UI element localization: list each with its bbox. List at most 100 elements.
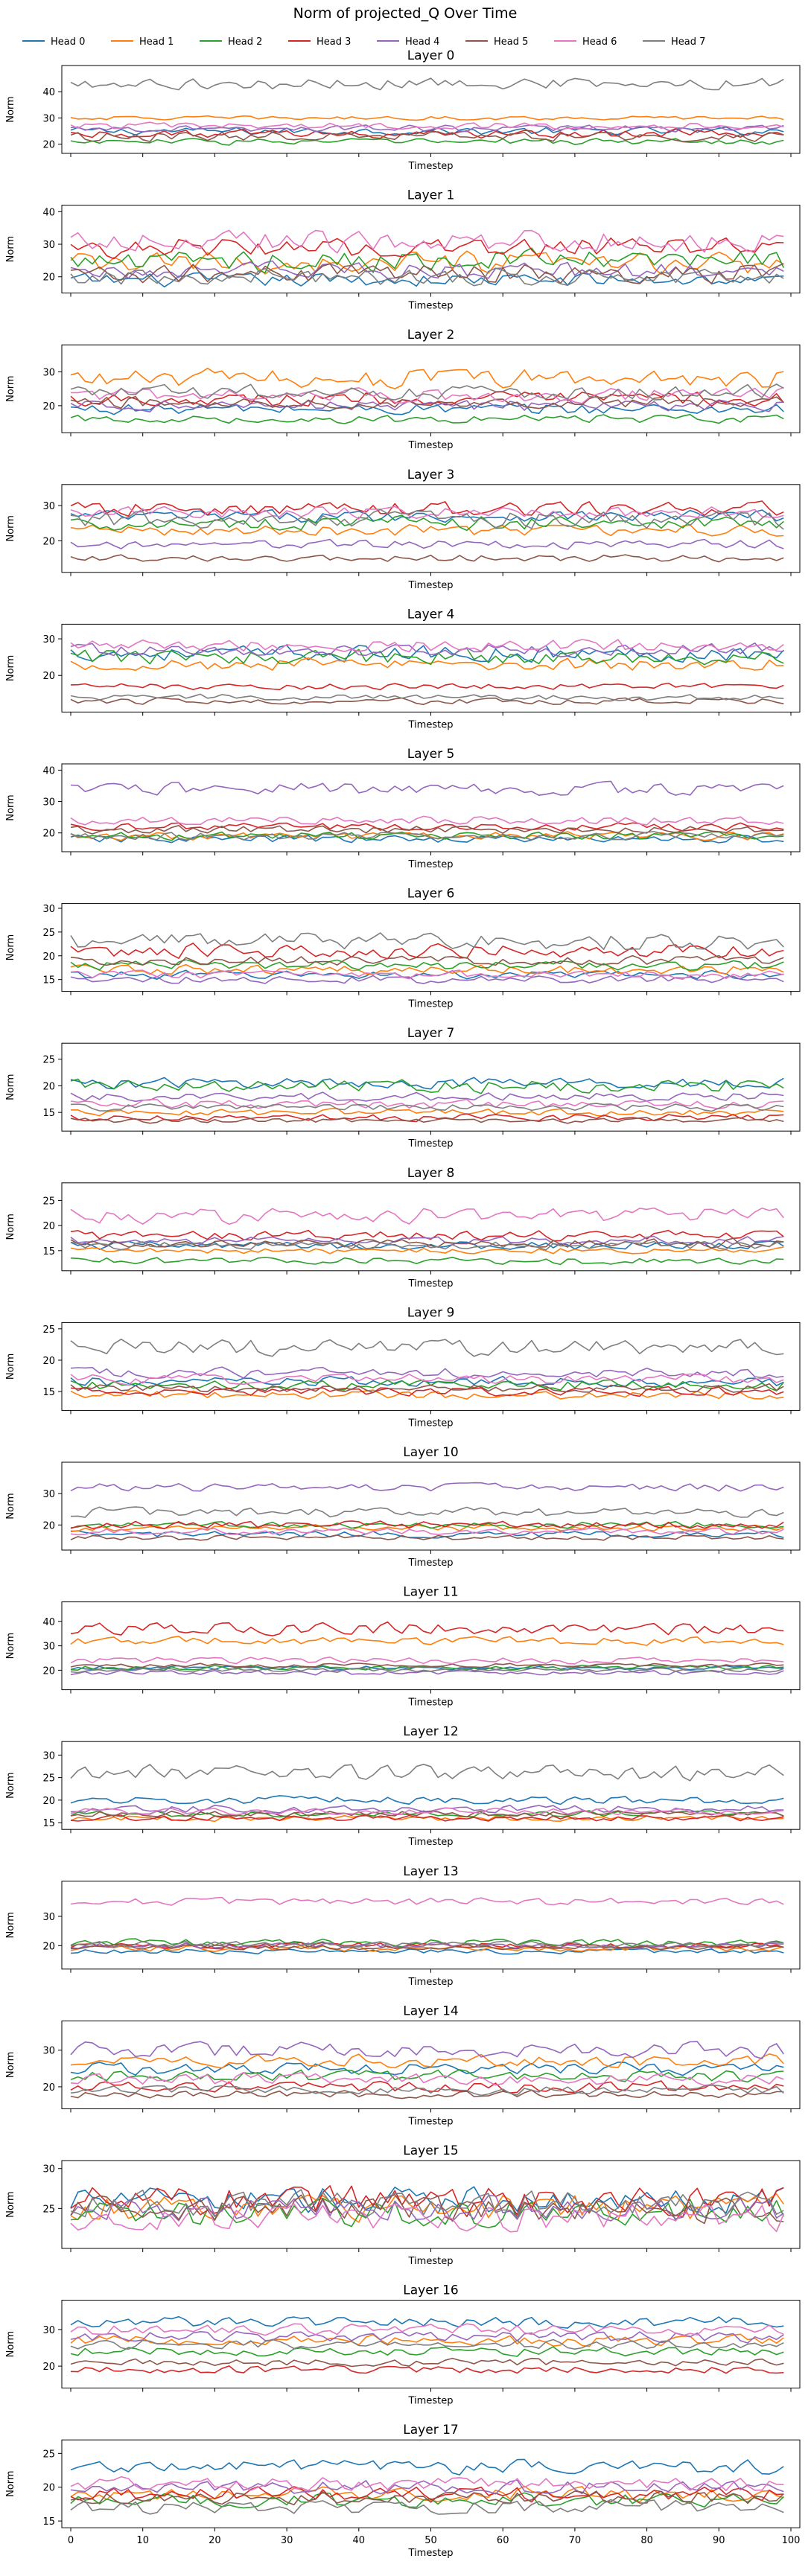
legend-entry: Head 3	[288, 36, 351, 48]
series-line-head-4	[70, 1482, 784, 1492]
legend-entry: Head 4	[377, 36, 439, 48]
series-group	[70, 780, 784, 844]
series-line-head-5	[70, 2193, 784, 2225]
series-line-head-3	[70, 822, 784, 832]
y-tick-label: 15	[42, 1387, 55, 1398]
x-axis-label: Timestep	[408, 859, 454, 870]
series-line-head-6	[70, 506, 784, 520]
series-line-head-7	[70, 2339, 784, 2350]
y-tick-label: 20	[42, 272, 55, 284]
series-line-head-3	[70, 682, 784, 691]
series-line-head-6	[70, 1098, 784, 1110]
legend-entry: Head 0	[22, 36, 85, 48]
layer-panel: Layer 14 20 30 Timestep Norm	[5, 2003, 801, 2127]
series-line-head-7	[70, 932, 784, 951]
layer-panel: Layer 11 20 30 40 Timestep Norm	[5, 1585, 801, 1709]
panel-title: Layer 11	[403, 1585, 458, 1600]
series-line-head-1	[70, 1389, 784, 1400]
y-tick-label: 20	[42, 1941, 55, 1952]
y-tick-label: 20	[42, 671, 55, 682]
series-line-head-6	[70, 1527, 784, 1536]
y-tick-label: 40	[42, 1617, 55, 1628]
axes-frame	[61, 1182, 801, 1272]
panel-title: Layer 14	[403, 2003, 458, 2018]
y-tick-label: 20	[42, 1356, 55, 1367]
layer-panel: Layer 8 15 20 25 Timestep Norm	[5, 1166, 801, 1289]
series-group	[70, 229, 785, 288]
series-line-head-5	[70, 1810, 784, 1818]
series-line-head-5	[70, 2089, 784, 2100]
series-group	[70, 1896, 784, 1955]
y-tick-label: 20	[42, 401, 55, 412]
series-line-head-7	[70, 693, 784, 701]
series-group	[70, 77, 784, 146]
y-axis-label: Norm	[5, 2331, 16, 2357]
series-line-head-5	[70, 825, 784, 835]
y-tick-label: 30	[42, 1912, 55, 1923]
layer-panel: Layer 17 15 20 25 0 10 20 30 40 50 60 70 80 90 100 Time…	[5, 2423, 801, 2559]
series-group	[70, 932, 784, 984]
axes-frame	[61, 1881, 801, 1970]
series-line-head-6	[70, 2475, 784, 2491]
y-tick-label: 30	[42, 501, 55, 512]
y-tick-label: 30	[42, 368, 55, 379]
legend-entry: Head 7	[643, 36, 705, 48]
x-axis-label: Timestep	[408, 1977, 454, 1988]
series-line-head-7	[70, 1667, 784, 1674]
series-line-head-0	[70, 2062, 784, 2076]
y-tick-label: 20	[42, 1081, 55, 1092]
series-line-head-2	[70, 138, 784, 146]
x-tick-label: 90	[713, 2535, 725, 2546]
series-line-head-3	[70, 128, 784, 139]
legend-entry: Head 6	[554, 36, 617, 48]
y-axis-label: Norm	[5, 2470, 16, 2496]
x-axis-label: Timestep	[408, 1837, 454, 1848]
series-line-head-7	[70, 1240, 784, 1251]
x-tick-label: 0	[68, 2535, 74, 2546]
panel-title: Layer 5	[407, 747, 455, 762]
series-group	[70, 2185, 785, 2233]
y-tick-label: 20	[42, 2082, 55, 2094]
series-line-head-7	[70, 1940, 784, 1948]
y-tick-label: 30	[42, 240, 55, 251]
series-line-head-4	[70, 538, 784, 550]
series-line-head-2	[70, 1078, 784, 1094]
layer-panel: Layer 4 20 30 Timestep Norm	[5, 607, 801, 730]
series-line-head-4	[70, 398, 784, 413]
y-tick-label: 20	[42, 536, 55, 547]
y-tick-label: 30	[42, 1750, 55, 1762]
series-line-head-3	[70, 1229, 784, 1242]
y-tick-label: 40	[42, 207, 55, 218]
series-line-head-2	[70, 2346, 784, 2357]
series-line-head-2	[70, 514, 784, 532]
x-tick-label: 100	[782, 2535, 801, 2546]
panel-title: Layer 9	[407, 1305, 455, 1320]
series-group	[70, 1482, 784, 1541]
series-line-head-7	[70, 831, 784, 841]
series-line-head-4	[70, 1091, 784, 1103]
legend-label: Head 7	[671, 36, 705, 48]
series-group	[70, 1339, 784, 1400]
series-line-head-6	[70, 1373, 784, 1386]
series-line-head-5	[70, 1534, 784, 1541]
y-tick-label: 15	[42, 1818, 55, 1829]
series-line-head-5	[70, 697, 784, 706]
y-tick-label: 25	[42, 1773, 55, 1785]
series-line-head-5	[70, 395, 784, 409]
y-axis-label: Norm	[5, 96, 16, 122]
x-axis-label: Timestep	[408, 1418, 454, 1429]
series-line-head-6	[70, 2071, 784, 2086]
series-line-head-2	[70, 959, 784, 972]
panel-title: Layer 1	[407, 188, 455, 203]
layer-panel: Layer 2 20 30 Timestep Norm	[5, 328, 801, 451]
panel-title: Layer 13	[403, 1864, 458, 1879]
series-line-head-0	[70, 403, 784, 415]
panel-title: Layer 3	[407, 468, 455, 482]
legend-label: Head 2	[228, 36, 262, 48]
series-line-head-6	[70, 969, 784, 980]
series-line-head-2	[70, 413, 784, 424]
x-axis-label: Timestep	[408, 440, 454, 451]
series-line-head-5	[70, 1944, 784, 1951]
